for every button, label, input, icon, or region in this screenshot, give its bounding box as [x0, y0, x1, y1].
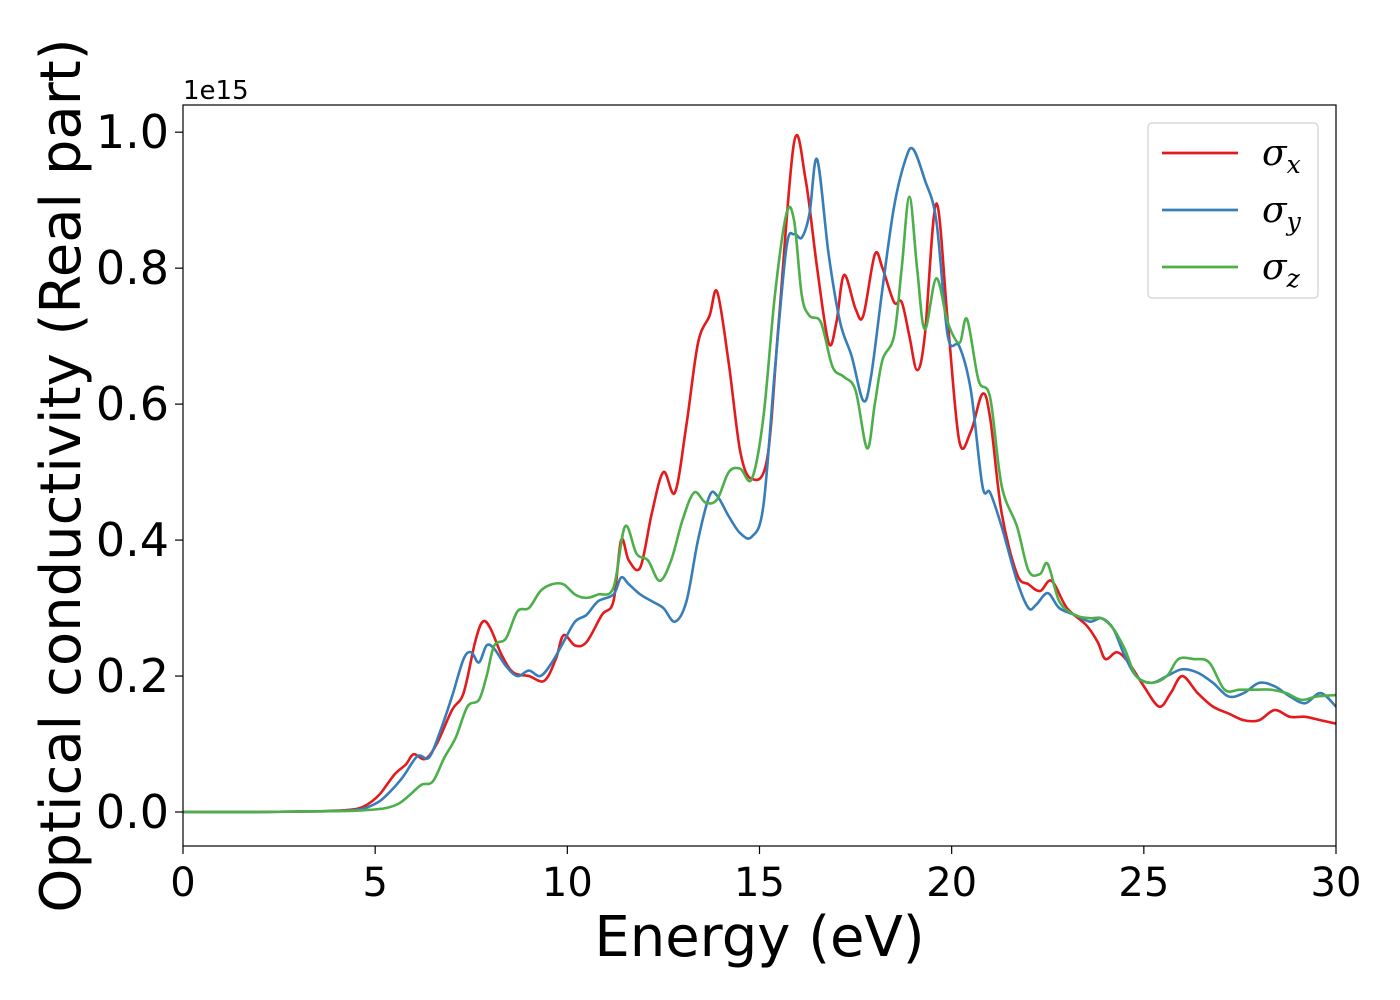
- y-axis-ticks: 0.0 0.2 0.4 0.6 0.8 1.0: [96, 105, 183, 839]
- y-tick-label: 0.4: [96, 513, 169, 567]
- x-axis-ticks: 0 5 10 15 20 25 30: [170, 846, 1361, 906]
- x-tick-label: 25: [1118, 860, 1169, 906]
- x-tick-label: 30: [1311, 860, 1362, 906]
- x-tick-label: 10: [542, 860, 593, 906]
- x-tick-label: 5: [362, 860, 387, 906]
- y-tick-label: 0.2: [96, 649, 169, 703]
- y-axis-title: Optical conductivity (Real part): [29, 38, 94, 912]
- y-axis-offset-label: 1e15: [183, 76, 249, 106]
- y-tick-label: 0.8: [96, 241, 169, 295]
- y-tick-label: 1.0: [96, 105, 169, 159]
- x-tick-label: 0: [170, 860, 195, 906]
- x-axis-title: Energy (eV): [594, 905, 924, 970]
- y-tick-label: 0.0: [96, 785, 169, 839]
- series-layer: [183, 133, 1336, 814]
- x-tick-label: 20: [926, 860, 977, 906]
- series-line-sigma-x: [183, 133, 1336, 814]
- series-line-sigma-z: [183, 195, 1336, 814]
- y-tick-label: 0.6: [96, 377, 169, 431]
- x-tick-label: 15: [734, 860, 785, 906]
